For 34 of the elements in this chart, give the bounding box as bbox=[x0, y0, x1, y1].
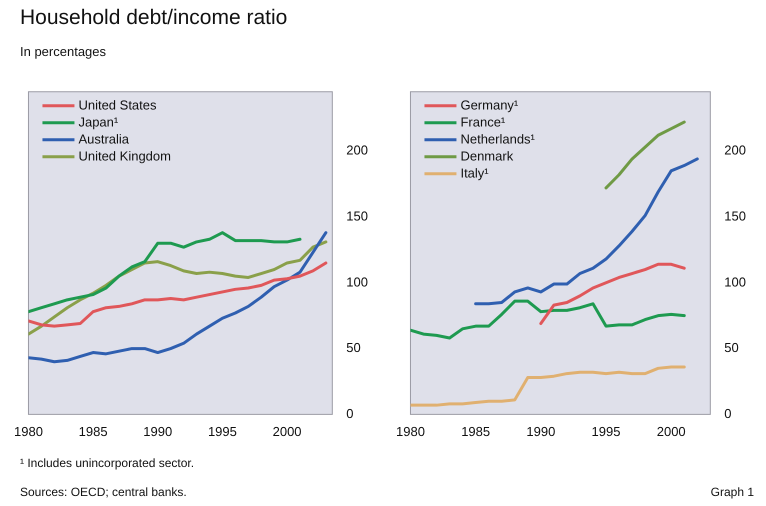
x-tick-label: 1985 bbox=[461, 424, 490, 439]
legend-label: Netherlands¹ bbox=[460, 131, 536, 146]
y-tick-label: 200 bbox=[724, 142, 746, 158]
source-note: Sources: OECD; central banks. bbox=[20, 485, 187, 499]
x-tick-label: 1990 bbox=[143, 424, 172, 439]
legend-label: Denmark bbox=[460, 148, 514, 164]
y-tick-label: 150 bbox=[724, 208, 746, 224]
y-tick-label: 0 bbox=[724, 406, 732, 421]
legend-label: France¹ bbox=[460, 114, 506, 130]
y-tick-label: 50 bbox=[724, 340, 739, 356]
x-tick-label: 1980 bbox=[396, 424, 425, 439]
legend-label: Italy¹ bbox=[460, 165, 490, 180]
y-tick-label: 100 bbox=[346, 274, 368, 290]
y-tick-label: 100 bbox=[724, 274, 746, 290]
caption: Graph 1 bbox=[710, 485, 754, 499]
y-tick-label: 200 bbox=[346, 142, 368, 158]
legend-label: Japan¹ bbox=[78, 114, 119, 130]
legend-label: Australia bbox=[78, 131, 130, 146]
x-tick-label: 1990 bbox=[526, 424, 556, 439]
x-tick-label: 2000 bbox=[272, 424, 302, 439]
x-tick-label: 1995 bbox=[592, 424, 620, 439]
x-tick-label: 1985 bbox=[78, 424, 108, 439]
chart-subtitle: In percentages bbox=[20, 44, 106, 59]
legend-label: United Kingdom bbox=[78, 148, 171, 164]
x-tick-label: 1980 bbox=[14, 424, 43, 439]
y-tick-label: 0 bbox=[346, 406, 354, 421]
legend-label: Germany¹ bbox=[460, 97, 519, 112]
legend-label: United States bbox=[78, 97, 158, 112]
x-tick-label: 1995 bbox=[208, 424, 237, 439]
y-tick-label: 50 bbox=[346, 340, 361, 356]
y-tick-label: 150 bbox=[346, 208, 368, 224]
x-tick-label: 2000 bbox=[656, 424, 686, 439]
text: ¹ Includes unincorporated sector. bbox=[20, 456, 194, 470]
chart-title: Household debt/income ratio bbox=[20, 6, 288, 30]
